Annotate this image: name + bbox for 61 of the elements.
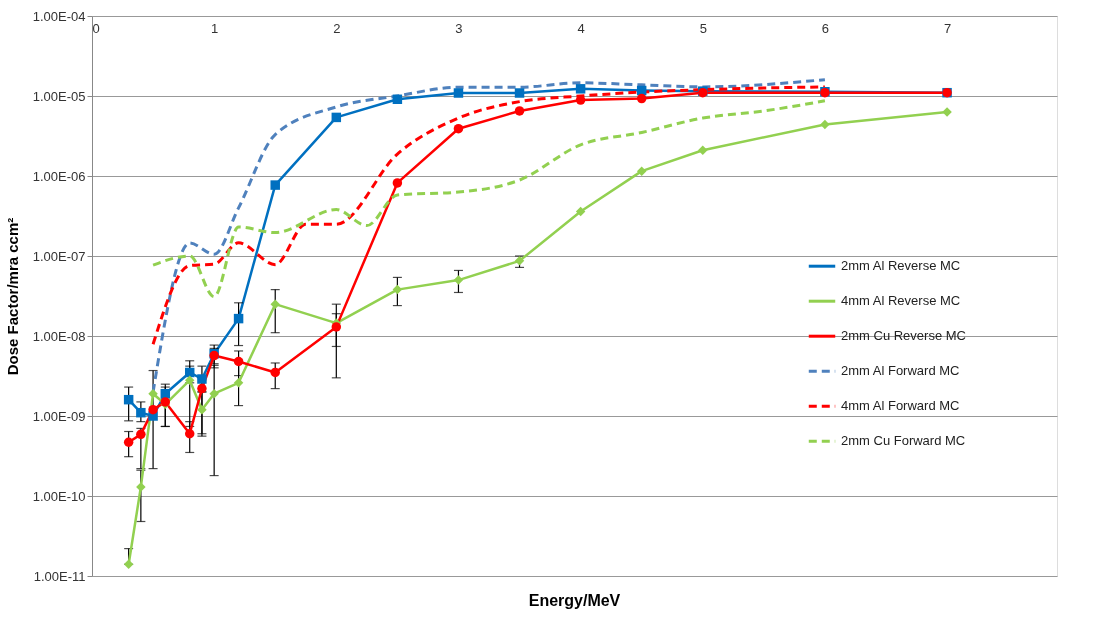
point — [197, 404, 207, 415]
legend-label: 2mm Cu Forward MC — [841, 433, 966, 449]
y-tick-label: 1.00E-10 — [32, 488, 86, 504]
point — [453, 275, 464, 285]
point — [636, 93, 647, 104]
point — [148, 404, 158, 415]
point — [233, 378, 244, 388]
x-tick-label: 6 — [821, 20, 830, 36]
point — [392, 284, 403, 295]
point — [331, 322, 342, 332]
point — [331, 112, 342, 123]
point — [233, 356, 244, 367]
x-axis-title: Energy/MeV — [528, 592, 621, 609]
point — [197, 383, 207, 394]
point — [184, 375, 195, 385]
y-tick-label: 1.00E-06 — [32, 168, 86, 184]
point — [270, 367, 280, 378]
point — [123, 394, 134, 405]
point — [270, 299, 280, 309]
point — [453, 88, 464, 98]
point — [575, 84, 586, 94]
y-tick-label: 1.00E-07 — [32, 248, 86, 264]
y-axis-title: Dose Factor/mra ccm² — [3, 217, 21, 376]
x-tick-label: 1 — [211, 20, 219, 36]
point — [453, 123, 464, 134]
y-tick-label: 1.00E-11 — [33, 568, 86, 584]
point — [820, 119, 830, 130]
x-tick-label: 4 — [577, 20, 585, 36]
point — [197, 374, 207, 384]
x-tick-label: 2 — [333, 20, 341, 36]
legend-label: 4mm Al Forward MC — [841, 398, 960, 414]
line-series — [151, 99, 827, 299]
point — [123, 559, 134, 570]
point — [136, 407, 146, 418]
x-tick-label: 7 — [943, 20, 952, 36]
point — [270, 180, 280, 190]
point — [123, 437, 134, 447]
legend-label: 4mm Al Reverse MC — [841, 293, 961, 309]
y-tick-label: 1.00E-08 — [32, 328, 86, 344]
x-tick-label: 5 — [699, 20, 707, 36]
point — [209, 388, 219, 399]
y-tick-label: 1.00E-09 — [32, 408, 86, 424]
point — [698, 145, 708, 155]
legend-label: 2mm Cu Reverse MC — [841, 328, 966, 344]
y-tick-label: 1.00E-05 — [32, 88, 86, 104]
point — [575, 206, 586, 217]
legend-label: 2mm Al Forward MC — [841, 363, 960, 379]
x-tick-label: 3 — [455, 20, 463, 36]
x-tick-label: 0 — [92, 20, 100, 36]
point — [514, 88, 525, 98]
point — [233, 313, 244, 324]
legend-label: 2mm Al Reverse MC — [841, 258, 961, 274]
point — [148, 388, 158, 399]
point — [136, 482, 146, 492]
point — [136, 429, 146, 440]
point — [514, 106, 525, 116]
y-tick-label: 1.00E-04 — [32, 8, 86, 24]
point — [636, 166, 647, 176]
point — [392, 178, 403, 188]
point — [392, 94, 403, 105]
point — [184, 429, 195, 439]
